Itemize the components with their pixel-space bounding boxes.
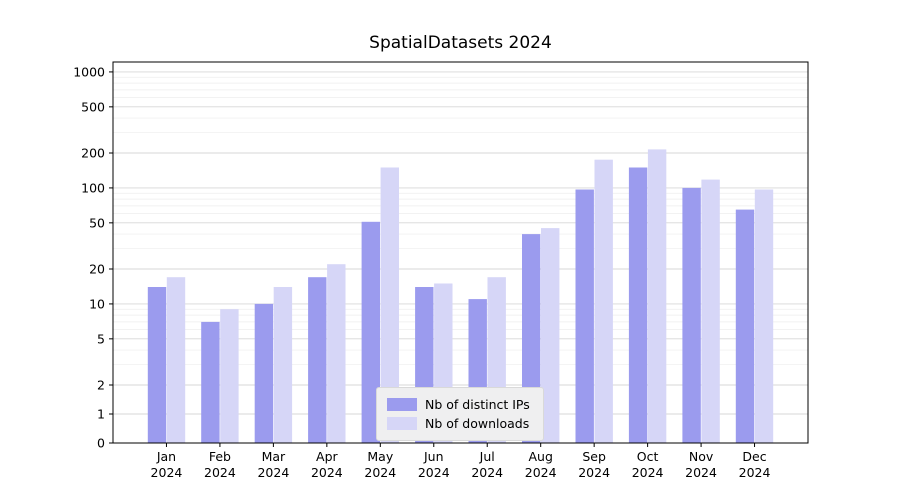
bar-distinct-ips-oct xyxy=(628,167,648,443)
bar-distinct-ips-jan xyxy=(147,287,167,443)
x-tick-label: Apr 2024 xyxy=(311,449,343,480)
plot-frame xyxy=(112,61,809,444)
x-tick-label: Dec 2024 xyxy=(739,449,771,480)
y-tick-label: 2 xyxy=(97,378,105,393)
y-tick-label: 50 xyxy=(89,215,105,230)
legend: Nb of distinct IPs Nb of downloads xyxy=(376,387,544,441)
bar-downloads-nov xyxy=(701,179,720,443)
x-tick-label: Sep 2024 xyxy=(578,449,610,480)
chart-title: SpatialDatasets 2024 xyxy=(369,33,552,53)
y-tick-label: 1000 xyxy=(73,64,105,79)
bar-distinct-ips-dec xyxy=(735,209,755,443)
x-tick-label: Jul 2024 xyxy=(471,449,503,480)
x-tick-label: Nov 2024 xyxy=(685,449,717,480)
bar-downloads-jan xyxy=(166,277,186,443)
y-tick-label: 20 xyxy=(89,262,105,277)
bar-distinct-ips-sep xyxy=(575,189,594,443)
bar-downloads-feb xyxy=(220,309,239,443)
y-tick-label: 5 xyxy=(97,331,105,346)
bar-downloads-dec xyxy=(754,189,774,443)
bar-distinct-ips-apr xyxy=(308,277,327,443)
legend-label-downloads: Nb of downloads xyxy=(425,416,530,431)
legend-item-distinct-ips: Nb of distinct IPs xyxy=(387,396,533,413)
legend-swatch-distinct-ips xyxy=(387,398,417,411)
bar-distinct-ips-may xyxy=(361,221,380,443)
legend-swatch-downloads xyxy=(387,417,417,430)
y-tick-label: 500 xyxy=(81,99,105,114)
y-tick-label: 100 xyxy=(81,180,105,195)
bar-downloads-apr xyxy=(327,264,346,443)
bar-downloads-mar xyxy=(273,287,293,443)
x-tick-label: Aug 2024 xyxy=(525,449,557,480)
bar-distinct-ips-feb xyxy=(201,321,220,443)
y-tick-label: 1 xyxy=(97,407,105,422)
bar-downloads-aug xyxy=(541,228,560,443)
x-tick-label: May 2024 xyxy=(364,449,396,480)
y-tick-label: 10 xyxy=(89,296,105,311)
x-tick-label: Feb 2024 xyxy=(204,449,236,480)
legend-label-distinct-ips: Nb of distinct IPs xyxy=(425,397,530,412)
x-tick-label: Jan 2024 xyxy=(151,449,183,480)
bar-distinct-ips-mar xyxy=(254,303,274,443)
bar-downloads-may xyxy=(380,167,399,443)
bar-distinct-ips-nov xyxy=(682,187,701,443)
x-tick-label: Mar 2024 xyxy=(257,449,289,480)
y-tick-label: 0 xyxy=(97,436,105,451)
bar-downloads-sep xyxy=(594,159,613,443)
x-tick-label: Oct 2024 xyxy=(632,449,664,480)
y-tick-label: 200 xyxy=(81,146,105,161)
bar-downloads-oct xyxy=(647,149,667,443)
legend-item-downloads: Nb of downloads xyxy=(387,415,533,432)
x-tick-label: Jun 2024 xyxy=(418,449,450,480)
